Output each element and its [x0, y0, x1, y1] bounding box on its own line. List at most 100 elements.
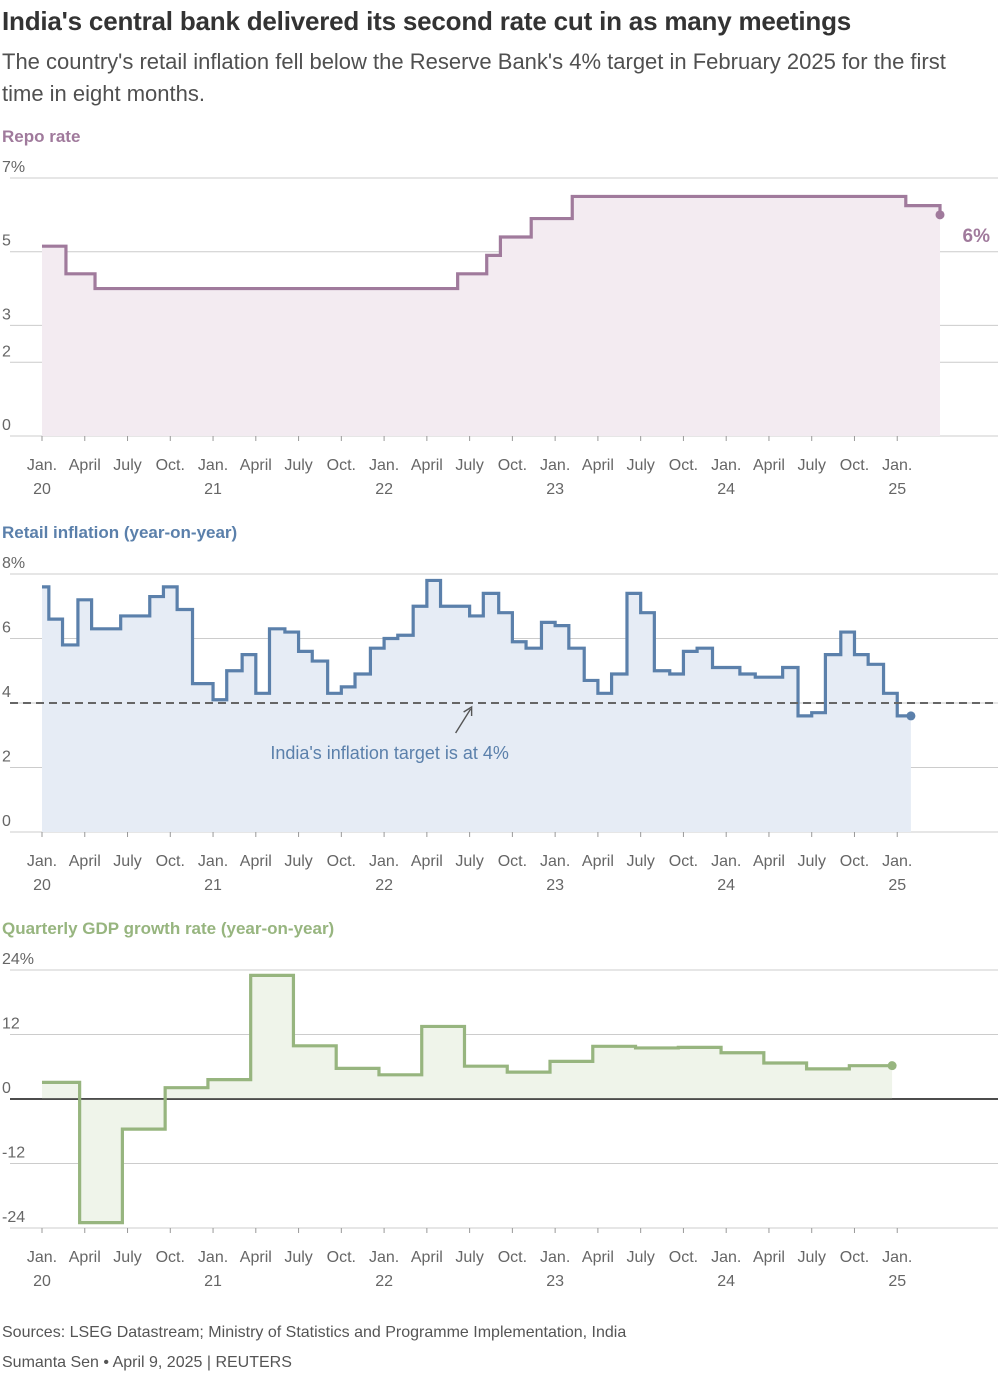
x-tick-label-inflation-2020.75: Oct.	[156, 853, 185, 870]
credit-line: Sumanta Sen • April 9, 2025 | REUTERS	[2, 1354, 292, 1371]
data-point-inflation-2	[61, 644, 63, 646]
data-point-gdp-18	[805, 1068, 807, 1070]
data-point-inflation-0	[41, 586, 43, 588]
y-tick-label-inflation-0: 0	[2, 813, 11, 830]
x-tick-year-inflation-22: 22	[375, 877, 393, 894]
area-fill-repo	[42, 196, 940, 436]
x-tick-label-inflation-2021: Jan.	[198, 853, 228, 870]
data-point-inflation-46	[725, 666, 727, 668]
x-tick-label-gdp-2021.5: July	[284, 1249, 312, 1266]
data-point-gdp-9	[421, 1025, 423, 1027]
data-point-gdp-19	[848, 1064, 850, 1066]
x-tick-label-gdp-2020.5: July	[113, 1249, 141, 1266]
y-tick-label-repo-5: 5	[2, 233, 11, 250]
x-tick-year-gdp-25: 25	[888, 1273, 906, 1290]
x-tick-label-repo-2021.75: Oct.	[327, 457, 356, 474]
x-tick-label-gdp-2023.25: April	[582, 1249, 614, 1266]
x-tick-label-inflation-2021.25: April	[240, 853, 272, 870]
data-point-inflation-9	[191, 682, 193, 684]
area-fill-gdp	[42, 975, 893, 1223]
x-tick-label-repo-2020.75: Oct.	[156, 457, 185, 474]
y-tick-label-inflation-8: 8%	[2, 555, 25, 572]
data-point-gdp-0	[41, 1081, 43, 1083]
x-tick-label-inflation-2024: Jan.	[711, 853, 741, 870]
page-subtitle: The country's retail inflation fell belo…	[2, 49, 946, 106]
data-point-gdp-3	[164, 1087, 166, 1089]
x-tick-label-inflation-2020: Jan.	[27, 853, 57, 870]
x-tick-label-gdp-2024.75: Oct.	[840, 1249, 869, 1266]
data-point-inflation-30	[497, 612, 499, 614]
x-tick-label-gdp-2021: Jan.	[198, 1249, 228, 1266]
data-point-inflation-12	[241, 653, 243, 655]
end-marker-gdp	[887, 1061, 897, 1071]
x-tick-label-repo-2021.25: April	[240, 457, 272, 474]
x-tick-label-gdp-2021.75: Oct.	[327, 1249, 356, 1266]
x-tick-year-inflation-23: 23	[546, 877, 564, 894]
page-title: India's central bank delivered its secon…	[2, 6, 852, 36]
x-tick-year-repo-23: 23	[546, 481, 564, 498]
x-tick-label-inflation-2021.5: July	[284, 853, 312, 870]
data-point-gdp-2	[121, 1128, 123, 1130]
data-point-repo-2	[94, 287, 96, 289]
end-label-repo: 6%	[963, 226, 991, 247]
x-tick-label-repo-2024.5: July	[797, 457, 825, 474]
x-tick-label-inflation-2023.75: Oct.	[669, 853, 698, 870]
data-point-inflation-45	[711, 666, 713, 668]
data-point-gdp-15	[677, 1046, 679, 1048]
x-tick-label-repo-2021: Jan.	[198, 457, 228, 474]
x-tick-label-repo-2020.25: April	[69, 457, 101, 474]
data-point-gdp-11	[506, 1071, 508, 1073]
y-tick-label-gdp--24: -24	[2, 1209, 25, 1226]
data-point-inflation-44	[696, 647, 698, 649]
data-point-gdp-14	[634, 1047, 636, 1049]
data-point-inflation-7	[162, 586, 164, 588]
data-point-gdp-4	[207, 1078, 209, 1080]
data-point-inflation-25	[426, 579, 428, 581]
x-tick-year-repo-21: 21	[204, 481, 222, 498]
sources-note: Sources: LSEG Datastream; Ministry of St…	[2, 1324, 627, 1341]
x-tick-label-repo-2022.75: Oct.	[498, 457, 527, 474]
x-tick-label-gdp-2023: Jan.	[540, 1249, 570, 1266]
data-point-repo-0	[41, 245, 43, 247]
x-tick-year-inflation-24: 24	[717, 877, 735, 894]
x-tick-year-inflation-25: 25	[888, 877, 906, 894]
data-point-gdp-1	[78, 1221, 80, 1223]
data-point-inflation-22	[383, 637, 385, 639]
x-tick-label-inflation-2020.5: July	[113, 853, 141, 870]
gdp-growth-chart: Quarterly GDP growth rate (year-on-year)…	[2, 919, 998, 1290]
data-point-gdp-12	[549, 1060, 551, 1062]
data-point-inflation-5	[119, 615, 121, 617]
x-tick-label-gdp-2020: Jan.	[27, 1249, 57, 1266]
data-point-inflation-6	[149, 595, 151, 597]
data-point-inflation-8	[176, 608, 178, 610]
data-point-inflation-51	[797, 715, 799, 717]
data-point-inflation-13	[255, 692, 257, 694]
data-point-inflation-52	[811, 711, 813, 713]
x-tick-label-gdp-2021.25: April	[240, 1249, 272, 1266]
end-marker-inflation	[906, 711, 916, 721]
data-point-inflation-29	[482, 592, 484, 594]
y-tick-label-repo-7: 7%	[2, 159, 25, 176]
data-point-inflation-15	[284, 631, 286, 633]
x-tick-label-repo-2023.5: July	[626, 457, 654, 474]
x-tick-label-repo-2020: Jan.	[27, 457, 57, 474]
target-annotation: India's inflation target is at 4%	[270, 743, 509, 763]
data-point-gdp-8	[378, 1074, 380, 1076]
data-point-inflation-21	[369, 647, 371, 649]
retail-inflation-chart: Retail inflation (year-on-year)02468%Jan…	[2, 523, 998, 894]
x-tick-year-gdp-22: 22	[375, 1273, 393, 1290]
data-point-inflation-40	[639, 612, 641, 614]
chart-title-repo: Repo rate	[2, 127, 80, 146]
data-point-inflation-50	[781, 666, 783, 668]
x-tick-label-gdp-2024.25: April	[753, 1249, 785, 1266]
x-tick-year-repo-24: 24	[717, 481, 735, 498]
x-tick-label-repo-2024.25: April	[753, 457, 785, 474]
x-tick-label-repo-2024: Jan.	[711, 457, 741, 474]
x-tick-label-gdp-2022.75: Oct.	[498, 1249, 527, 1266]
data-point-repo-7	[530, 217, 532, 219]
data-point-gdp-17	[763, 1062, 765, 1064]
x-tick-label-repo-2023: Jan.	[540, 457, 570, 474]
area-fill-inflation	[42, 580, 911, 832]
data-point-repo-8	[571, 195, 573, 197]
